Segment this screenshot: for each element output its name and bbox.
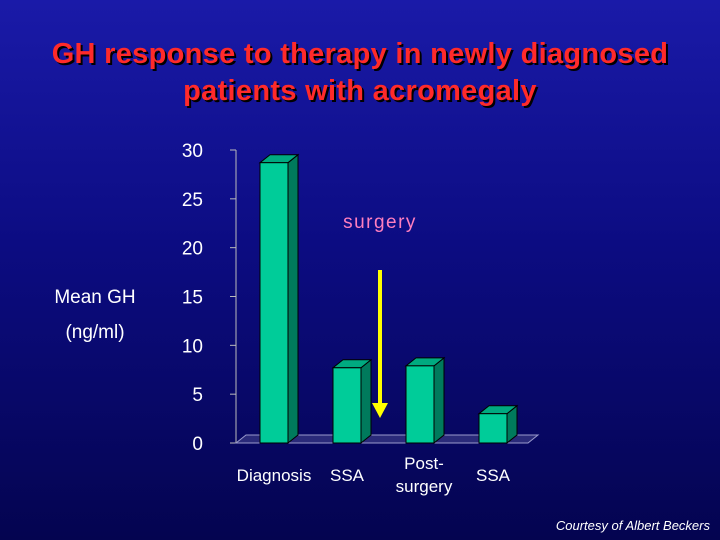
bar-side-1	[360, 358, 372, 445]
y-tick-label: 10	[182, 336, 203, 357]
y-tick-label: 5	[192, 385, 203, 406]
slide-title: GH response to therapy in newly diagnose…	[0, 36, 720, 110]
x-tick-label: SSA	[476, 466, 511, 485]
bar-0	[259, 162, 289, 444]
y-axis-label-line-1: Mean GH	[54, 287, 136, 308]
annotation-arrow-head	[372, 403, 388, 418]
title-line-2: patients with acromegaly	[183, 75, 537, 107]
credit-text: Courtesy of Albert Beckers	[555, 518, 710, 533]
y-tick-label: 20	[182, 239, 203, 260]
y-tick-label: 0	[192, 434, 203, 455]
bar-2	[405, 365, 435, 444]
bar-1	[332, 367, 362, 444]
title-line-1: GH response to therapy in newly diagnose…	[51, 38, 669, 70]
bar-side-0	[287, 153, 299, 445]
y-axis-label-line-2: (ng/ml)	[65, 322, 125, 343]
y-tick-label: 15	[182, 288, 203, 309]
bar-side-2	[433, 356, 445, 445]
x-tick-label: SSA	[330, 466, 365, 485]
bar-3	[478, 413, 508, 444]
annotation-label: surgery	[343, 212, 417, 233]
y-tick-label: 25	[182, 190, 203, 211]
x-tick-label: Post-	[404, 454, 444, 473]
x-tick-label: Diagnosis	[237, 466, 312, 485]
x-tick-label: surgery	[396, 477, 453, 496]
y-tick-label: 30	[182, 141, 203, 162]
